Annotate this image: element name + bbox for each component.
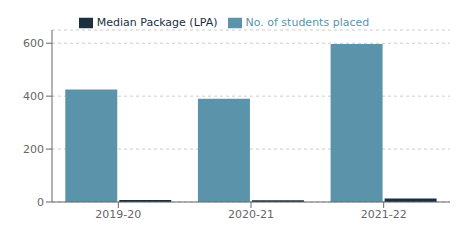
svg-text:2020-21: 2020-21 [228, 208, 274, 221]
svg-text:400: 400 [23, 90, 44, 103]
svg-text:600: 600 [23, 37, 44, 50]
svg-text:2019-20: 2019-20 [95, 208, 141, 221]
svg-text:0: 0 [37, 196, 44, 209]
svg-text:2021-22: 2021-22 [361, 208, 407, 221]
html-text:Median Package (LPA): Median Package (LPA) [96, 16, 218, 29]
svg-text:200: 200 [23, 143, 44, 156]
html-text:No. of students placed: No. of students placed [245, 16, 370, 29]
